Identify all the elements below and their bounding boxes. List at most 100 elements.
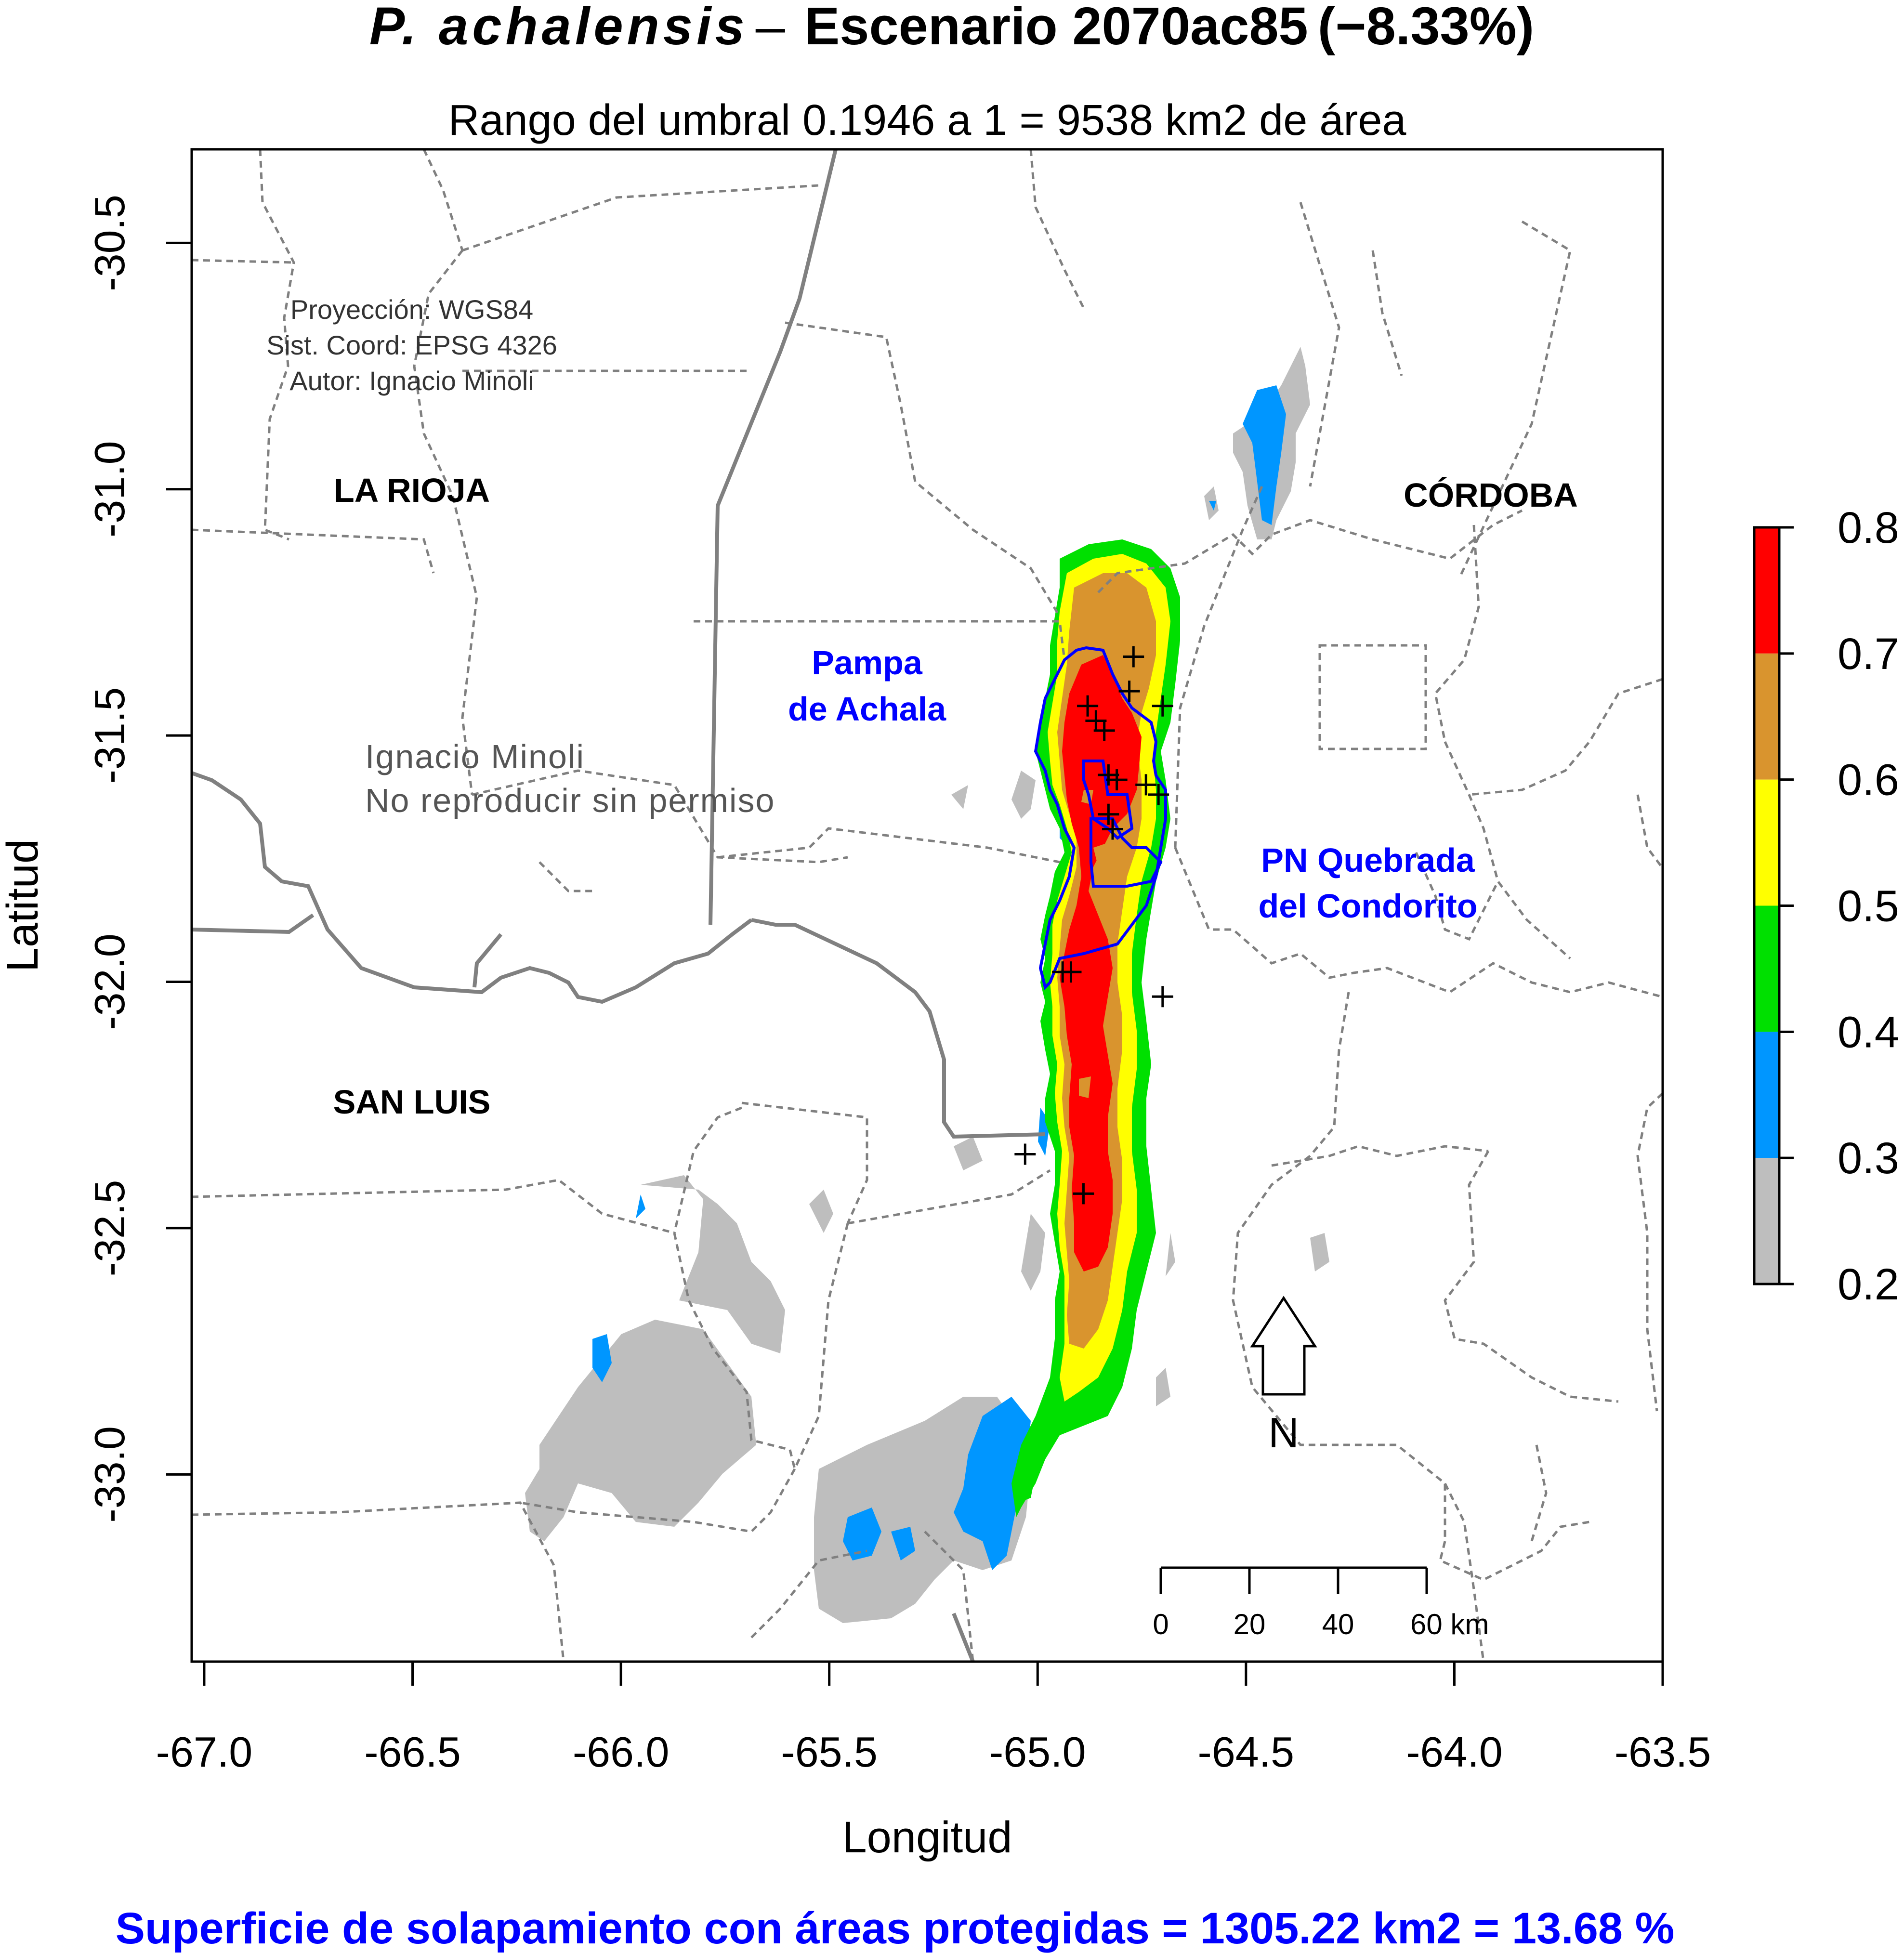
north-label: N (1268, 1409, 1299, 1456)
occurrence-marker (1152, 695, 1173, 717)
title-scenario: Escenario 2070ac85 (804, 0, 1308, 56)
protected-area-outlines (1034, 646, 1167, 990)
y-tick-label: -30.5 (86, 195, 133, 291)
map-content (192, 149, 1663, 1662)
x-tick-label: -65.0 (989, 1728, 1086, 1776)
suitability-patch (891, 1527, 915, 1560)
occurrence-marker (1014, 1143, 1036, 1165)
legend-swatch (1754, 1032, 1779, 1158)
x-tick-label: -63.5 (1615, 1728, 1711, 1776)
province-borders (192, 149, 1046, 1662)
suitability-patch (641, 1175, 785, 1353)
north-arrow: N (1250, 1296, 1317, 1456)
watermark-line-2: No reproducir sin permiso (365, 782, 775, 819)
y-tick-label: -32.5 (86, 1180, 133, 1277)
occurrence-marker (1093, 720, 1115, 741)
overlap-summary: Superficie de solapamiento con áreas pro… (116, 1904, 1675, 1953)
occurrence-marker (1148, 784, 1169, 805)
legend-swatch (1754, 905, 1779, 1032)
suitability-raster (525, 347, 1329, 1623)
occurrence-marker (1060, 961, 1082, 983)
y-axis: -30.5 -31.0 -31.5 -32.0 -32.5 -33.0 (86, 195, 193, 1523)
legend-swatch (1754, 1158, 1779, 1284)
label-pampa-achala-1: Pampa (812, 644, 923, 682)
occurrence-points (1014, 646, 1173, 1205)
credit-projection: Proyección: WGS84 (290, 294, 533, 325)
province-label-la-rioja: LA RIOJA (334, 472, 490, 509)
suitability-patch (809, 1190, 833, 1233)
scale-tick-0: 0 (1153, 1608, 1169, 1640)
suitability-patch (1156, 1368, 1170, 1406)
north-arrow-icon (1250, 1296, 1317, 1396)
suitability-patch (1209, 501, 1216, 511)
legend-tick-label: 0.6 (1838, 756, 1899, 805)
province-label-san-luis: SAN LUIS (333, 1083, 491, 1121)
subtitle: Rango del umbral 0.1946 a 1 = 9538 km2 d… (448, 96, 1407, 144)
suitability-patch (951, 785, 968, 809)
x-tick-label: -64.5 (1198, 1728, 1295, 1776)
y-tick-label: -31.0 (86, 441, 133, 537)
suitability-patch (954, 1397, 1031, 1570)
occurrence-marker (1085, 710, 1107, 732)
suitability-patch (1079, 1076, 1091, 1098)
legend-swatch (1754, 779, 1779, 906)
scale-tick-40: 40 (1322, 1608, 1354, 1640)
credit-author: Autor: Ignacio Minoli (289, 366, 534, 396)
suitability-patch (954, 1137, 983, 1170)
suitability-patch (592, 1334, 612, 1382)
legend-tick-label: 0.4 (1838, 1008, 1899, 1057)
x-axis-label: Longitud (842, 1813, 1012, 1862)
occurrence-marker (1123, 646, 1144, 668)
legend-tick-label: 0.3 (1838, 1134, 1899, 1183)
pampa-achala-boundary (1034, 646, 1167, 990)
occurrence-marker (1118, 681, 1140, 702)
legend-tick-label: 0.2 (1838, 1260, 1899, 1309)
x-tick-label: -64.0 (1406, 1728, 1503, 1776)
x-tick-label: -67.0 (156, 1728, 253, 1776)
suitability-patch (1093, 843, 1113, 867)
legend: 0.8 0.7 0.6 0.5 0.4 0.3 0.2 (1753, 503, 1899, 1309)
suitability-patch (1243, 385, 1286, 525)
suitability-patch (525, 1320, 756, 1541)
suitability-patch (1019, 1474, 1036, 1503)
scale-tick-60: 60 km (1410, 1608, 1489, 1640)
x-tick-label: -66.0 (573, 1728, 670, 1776)
occurrence-marker (1073, 1183, 1094, 1205)
legend-swatch (1754, 527, 1779, 654)
title-dash: – (756, 0, 786, 56)
occurrence-marker (1152, 986, 1173, 1008)
scale-bar (1159, 1566, 1428, 1594)
suitability-patch (636, 1194, 645, 1219)
title-change: (−8.33%) (1318, 0, 1534, 56)
x-tick-label: -66.5 (364, 1728, 461, 1776)
suitability-patch (1166, 1233, 1175, 1276)
y-tick-label: -33.0 (86, 1426, 133, 1523)
suitability-patch (1021, 1214, 1045, 1291)
legend-swatch (1754, 653, 1779, 780)
legend-tick-label: 0.7 (1838, 629, 1899, 679)
suitability-patch (843, 1507, 881, 1560)
department-borders (192, 149, 1663, 1662)
credits: Proyección: WGS84 Sist. Coord: EPSG 4326… (266, 294, 557, 396)
x-axis: -67.0 -66.5 -66.0 -65.5 -65.0 -64.5 -64.0 -63.5 (156, 1660, 1711, 1776)
suitability-patch (1310, 1233, 1329, 1271)
scale-tick-20: 20 (1234, 1608, 1266, 1640)
legend-tick-label: 0.8 (1838, 503, 1899, 552)
label-condorito-2: del Condorito (1259, 887, 1478, 925)
figure-title: P. achalensis – Escenario 2070ac85 (−8.33%) (369, 0, 1534, 56)
suitability-patch (1011, 771, 1036, 819)
species-name: P. achalensis (369, 0, 748, 56)
occurrence-marker (1098, 764, 1119, 786)
y-tick-label: -31.5 (86, 687, 133, 784)
occurrence-marker (1077, 695, 1099, 717)
occurrence-marker (1106, 769, 1128, 791)
legend-tick-label: 0.5 (1838, 882, 1899, 931)
occurrence-marker (1098, 803, 1119, 825)
occurrence-marker (1135, 774, 1157, 796)
label-condorito-1: PN Quebrada (1261, 841, 1475, 879)
credit-coord-system: Sist. Coord: EPSG 4326 (266, 330, 557, 360)
province-label-cordoba: CÓRDOBA (1404, 476, 1578, 514)
quebrada-condorito-boundary (1082, 760, 1134, 840)
y-tick-label: -32.0 (86, 933, 133, 1030)
